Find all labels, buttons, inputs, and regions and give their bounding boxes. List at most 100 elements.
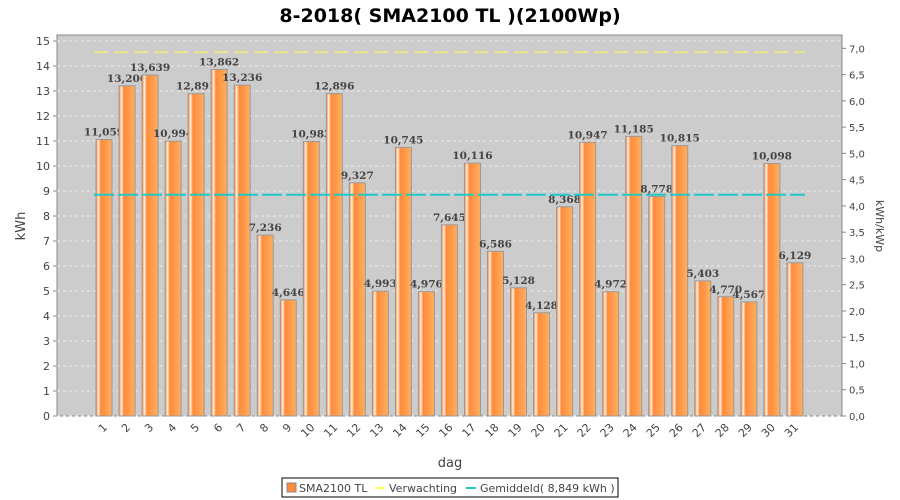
bar-day-21 — [556, 206, 574, 417]
y-tick-label: 14 — [36, 60, 50, 73]
x-tick-label: 3 — [142, 421, 156, 435]
x-tick-label: 6 — [211, 421, 225, 435]
x-tick-label: 24 — [621, 421, 640, 440]
x-tick-label: 22 — [575, 421, 594, 440]
x-tick-label: 21 — [552, 421, 571, 440]
data-label: 13,236 — [222, 72, 262, 84]
data-label: 9,327 — [341, 170, 374, 182]
bar-day-18 — [487, 250, 505, 417]
bar-day-31 — [786, 262, 804, 417]
bar-day-22 — [579, 141, 597, 417]
y-axis-label: kWh — [14, 212, 29, 241]
y-tick-label: 12 — [36, 110, 50, 123]
data-label: 10,815 — [660, 133, 700, 145]
bar-day-3 — [141, 74, 159, 417]
legend-swatch-bars — [286, 482, 297, 493]
y2-tick-label: 1,0 — [849, 359, 865, 370]
y2-tick-label: 7,0 — [849, 44, 865, 55]
y-tick-label: 4 — [43, 310, 50, 323]
data-label: 12,896 — [314, 81, 354, 93]
y2-tick-label: 0,5 — [849, 386, 865, 397]
x-tick-label: 7 — [234, 421, 248, 435]
data-label: 5,128 — [502, 275, 535, 287]
bar-day-1 — [95, 139, 113, 417]
bar-day-30 — [763, 163, 781, 417]
y2-tick-label: 0,0 — [849, 412, 865, 423]
data-label: 10,098 — [752, 151, 792, 163]
bar-day-28 — [717, 296, 735, 417]
x-tick-label: 31 — [782, 421, 801, 440]
bar-day-12 — [348, 182, 366, 417]
y2-tick-label: 2,5 — [849, 281, 865, 292]
bar-day-2 — [118, 85, 136, 417]
legend-label-bars: SMA2100 TL — [299, 482, 368, 495]
data-label: 13,862 — [199, 56, 239, 68]
x-tick-label: 5 — [188, 421, 202, 435]
x-tick-label: 26 — [667, 421, 686, 440]
y2-tick-label: 2,0 — [849, 307, 865, 318]
data-label: 4,567 — [732, 289, 765, 301]
y-tick-label: 11 — [36, 135, 50, 148]
bar-day-17 — [463, 162, 481, 417]
data-label: 4,972 — [594, 279, 627, 291]
bar-day-9 — [279, 299, 297, 417]
x-axis-label: dag — [438, 456, 462, 471]
legend-label-average: Gemiddeld( 8,849 kWh ) — [480, 482, 615, 495]
y2-tick-label: 3,0 — [849, 254, 865, 265]
bar-day-20 — [533, 312, 551, 417]
x-tick-label: 10 — [298, 421, 317, 440]
data-label: 5,403 — [686, 268, 719, 280]
bar-day-23 — [602, 291, 620, 417]
data-label: 12,891 — [176, 81, 216, 93]
y-tick-label: 9 — [43, 185, 50, 198]
bar-day-15 — [417, 291, 435, 417]
x-tick-label: 4 — [165, 421, 179, 435]
x-tick-label: 28 — [713, 421, 732, 440]
y-tick-label: 7 — [43, 235, 50, 248]
x-tick-label: 11 — [321, 421, 340, 440]
bar-day-16 — [440, 224, 458, 417]
y-tick-label: 2 — [43, 360, 50, 373]
x-tick-label: 23 — [598, 421, 617, 440]
data-label: 11,185 — [614, 123, 654, 135]
x-tick-label: 13 — [367, 421, 386, 440]
bar-day-13 — [371, 290, 389, 417]
bar-day-27 — [694, 280, 712, 417]
data-label: 10,116 — [452, 150, 492, 162]
data-label: 6,586 — [479, 238, 512, 250]
bar-day-19 — [510, 287, 528, 417]
chart-title: 8-2018( SMA2100 TL )(2100Wp) — [279, 5, 620, 27]
bar-day-14 — [394, 146, 412, 417]
y2-tick-label: 6,5 — [849, 71, 865, 82]
x-tick-label: 15 — [413, 421, 432, 440]
y-tick-label: 15 — [36, 35, 50, 48]
legend: SMA2100 TL Verwachting Gemiddeld( 8,849 … — [281, 477, 619, 498]
x-tick-label: 16 — [436, 421, 455, 440]
data-label: 10,994 — [153, 128, 193, 140]
x-tick-label: 18 — [483, 421, 502, 440]
x-tick-label: 29 — [736, 421, 755, 440]
legend-label-expected: Verwachting — [389, 482, 457, 495]
y2-tick-label: 5,5 — [849, 123, 865, 134]
x-tick-label: 19 — [506, 421, 525, 440]
x-tick-label: 27 — [690, 421, 709, 440]
x-tick-label: 9 — [280, 421, 294, 435]
y-tick-label: 13 — [36, 85, 50, 98]
bar-day-29 — [740, 301, 758, 417]
y2-tick-label: 5,0 — [849, 149, 865, 160]
data-label: 7,645 — [433, 212, 466, 224]
bar-day-4 — [164, 140, 182, 417]
y2-tick-label: 3,5 — [849, 228, 865, 239]
y-tick-label: 8 — [43, 210, 50, 223]
x-tick-label: 25 — [644, 421, 663, 440]
y2-tick-label: 1,5 — [849, 333, 865, 344]
bar-day-6 — [210, 68, 228, 417]
bar-day-7 — [233, 84, 251, 417]
y2-axis-label: kWh/kWp — [873, 200, 886, 252]
data-label: 8,368 — [548, 194, 581, 206]
data-label: 4,993 — [364, 278, 397, 290]
bar-day-26 — [671, 145, 689, 417]
y-tick-label: 0 — [43, 410, 50, 423]
data-label: 4,976 — [410, 279, 443, 291]
